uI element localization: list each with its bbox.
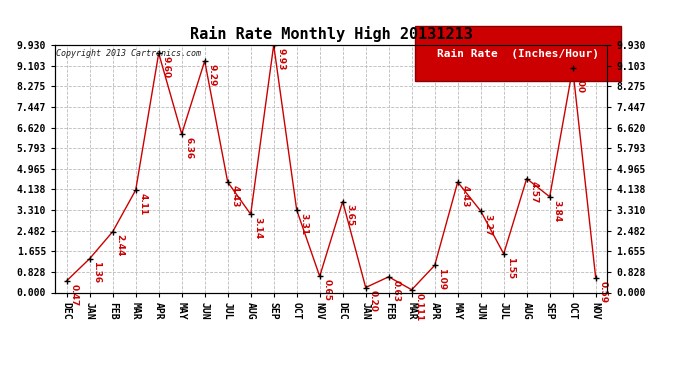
Text: 2.44: 2.44 [115,234,124,257]
Title: Rain Rate Monthly High 20131213: Rain Rate Monthly High 20131213 [190,27,473,42]
Text: 0.20: 0.20 [368,290,377,312]
Text: 9.60: 9.60 [161,56,170,78]
Text: 0.65: 0.65 [322,279,331,301]
Text: 1.55: 1.55 [506,256,515,279]
Text: 4.43: 4.43 [460,185,469,207]
Text: 3.27: 3.27 [484,214,493,236]
Text: Rain Rate  (Inches/Hour): Rain Rate (Inches/Hour) [437,49,599,59]
Text: 3.31: 3.31 [299,213,308,235]
Text: 4.57: 4.57 [529,182,538,204]
Text: 0.63: 0.63 [391,280,400,302]
Text: 4.11: 4.11 [139,193,148,215]
Text: 6.36: 6.36 [184,137,193,159]
Text: 3.14: 3.14 [253,217,262,239]
Text: 4.43: 4.43 [230,185,239,207]
Text: 9.29: 9.29 [208,64,217,86]
Text: 1.36: 1.36 [92,261,101,284]
Text: 0.111: 0.111 [415,292,424,321]
Text: 3.65: 3.65 [346,204,355,226]
Text: 0.47: 0.47 [70,284,79,306]
Text: 1.09: 1.09 [437,268,446,290]
Text: 9.93: 9.93 [277,48,286,70]
Text: 9.00: 9.00 [575,71,584,93]
Text: 0.59: 0.59 [598,280,607,303]
Text: Copyright 2013 Cartronics.com: Copyright 2013 Cartronics.com [57,49,201,58]
Text: 3.84: 3.84 [553,200,562,222]
